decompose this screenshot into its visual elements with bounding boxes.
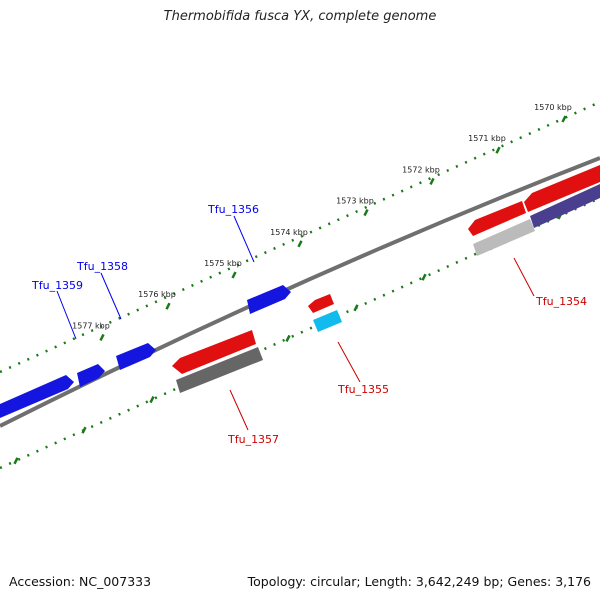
gene-tfu-1354-purple bbox=[530, 184, 600, 228]
lower-tick-mark-8 bbox=[13, 457, 19, 465]
leader-tfu-1356 bbox=[233, 215, 255, 263]
leader-tfu-1357 bbox=[229, 389, 249, 431]
lower-tick-mark-6 bbox=[149, 396, 155, 404]
gene-tfu-1354-a[interactable] bbox=[468, 201, 526, 236]
lower-tick-mark-7 bbox=[81, 426, 87, 434]
rna-tfu-1355[interactable] bbox=[313, 310, 342, 332]
gene-tfu-1354-gray bbox=[473, 219, 535, 256]
tick-label-3: 1573 kbp bbox=[336, 197, 374, 206]
label-leaders bbox=[56, 215, 535, 431]
lower-tick-mark-2 bbox=[421, 273, 427, 281]
tick-label-4: 1574 kbp bbox=[270, 228, 308, 237]
tick-label-7: 1577 kbp bbox=[72, 321, 110, 330]
gene-tfu-1355[interactable] bbox=[308, 294, 334, 313]
lower-tick-mark-3 bbox=[353, 304, 359, 312]
leader-tfu-1359 bbox=[56, 290, 77, 340]
gene-tfu-1356[interactable] bbox=[247, 285, 291, 314]
tick-mark-0 bbox=[561, 115, 567, 123]
genome-info-text: Topology: circular; Length: 3,642,249 bp… bbox=[247, 574, 591, 589]
label-tfu-1359[interactable]: Tfu_1359 bbox=[31, 279, 83, 292]
leader-tfu-1355 bbox=[337, 341, 361, 383]
label-tfu-1358[interactable]: Tfu_1358 bbox=[76, 260, 128, 273]
gene-labels: Tfu_1356 Tfu_1358 Tfu_1359 Tfu_1354 Tfu_… bbox=[31, 203, 587, 446]
gene-tfu-1358-b[interactable] bbox=[116, 343, 156, 370]
gene-tfu-1357-shadow bbox=[176, 347, 263, 393]
genome-backbone bbox=[0, 156, 600, 428]
tick-mark-4 bbox=[297, 240, 303, 248]
tick-label-6: 1576 kbp bbox=[138, 290, 176, 299]
label-tfu-1355[interactable]: Tfu_1355 bbox=[337, 383, 389, 396]
gene-tfu-1358-a[interactable] bbox=[77, 364, 105, 387]
tick-mark-5 bbox=[231, 271, 237, 279]
gene-tfu-1354-b[interactable] bbox=[524, 165, 600, 212]
label-tfu-1356[interactable]: Tfu_1356 bbox=[207, 203, 259, 216]
accession-text: Accession: NC_007333 bbox=[9, 574, 152, 589]
tick-label-0: 1570 kbp bbox=[534, 103, 572, 112]
tick-mark-6 bbox=[165, 302, 171, 310]
gene-tfu-1357[interactable] bbox=[172, 330, 256, 374]
label-tfu-1354[interactable]: Tfu_1354 bbox=[535, 295, 587, 308]
gene-tfu-1359[interactable] bbox=[0, 375, 74, 418]
tick-mark-3 bbox=[363, 209, 369, 217]
tick-label-2: 1572 kbp bbox=[402, 165, 440, 174]
leader-tfu-1358 bbox=[100, 272, 122, 320]
reverse-genes bbox=[172, 165, 600, 393]
forward-genes bbox=[0, 285, 291, 418]
tick-mark-1 bbox=[495, 146, 501, 154]
map-title: Thermobifida fusca YX, complete genome bbox=[163, 9, 437, 24]
label-tfu-1357[interactable]: Tfu_1357 bbox=[227, 433, 279, 446]
tick-group: 1570 kbp 1571 kbp 1572 kbp 1573 kbp 1574 kbp… bbox=[13, 103, 572, 465]
lower-tick-mark-4 bbox=[285, 334, 291, 342]
tick-label-1: 1571 kbp bbox=[468, 134, 506, 143]
tick-mark-2 bbox=[429, 177, 435, 185]
leader-tfu-1354 bbox=[513, 257, 535, 297]
tick-label-5: 1575 kbp bbox=[204, 259, 242, 268]
tick-mark-7 bbox=[99, 333, 105, 341]
